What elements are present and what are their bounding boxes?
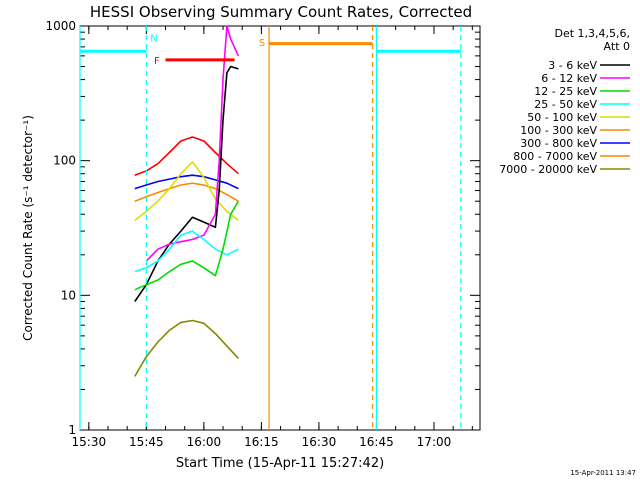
annotation-label: F (154, 56, 160, 67)
y-axis-label: Corrected Count Rate (s⁻¹ detector⁻¹) (21, 115, 35, 341)
series-line-12-25-keV (134, 200, 240, 291)
axis-ticks: 15:30 15:45 16:00 16:15 16:30 16:45 17:00 1 10 10… (45, 19, 480, 449)
legend-label: 50 - 100 keV (527, 111, 597, 124)
plot-area (79, 25, 481, 431)
y-tick-label: 100 (53, 154, 76, 168)
series-line-300-800-keV (134, 174, 239, 190)
x-tick-label: 16:30 (302, 435, 337, 449)
legend-label: 6 - 12 keV (541, 72, 597, 85)
legend-label: 7000 - 20000 keV (499, 163, 597, 176)
legend-label: 12 - 25 keV (534, 85, 597, 98)
chart-title: HESSI Observing Summary Count Rates, Cor… (90, 3, 472, 21)
y-tick-label: 10 (61, 288, 76, 302)
x-tick-label: 16:00 (187, 435, 222, 449)
x-axis-label: Start Time (15-Apr-11 15:27:42) (176, 456, 384, 471)
series-lines (134, 25, 240, 377)
y-tick-label: 1000 (45, 19, 76, 33)
legend-label: 300 - 800 keV (520, 137, 597, 150)
series-line-7000-20000-keV (134, 319, 239, 377)
annotation-label: N (150, 34, 157, 45)
plot-frame (79, 25, 481, 431)
series-line-50-100-keV (134, 161, 239, 222)
x-tick-label: 15:30 (72, 435, 107, 449)
x-tick-label: 16:15 (244, 435, 279, 449)
annotation-label: S (259, 38, 265, 49)
x-tick-label: 15:45 (129, 435, 164, 449)
state-bars: NF S (79, 26, 462, 430)
legend-header-2: Att 0 (604, 40, 630, 53)
y-tick-label: 1 (68, 423, 76, 437)
series-line-25-50-keV (134, 230, 239, 273)
series-line-6-12-keV (145, 25, 240, 262)
timestamp: 15-Apr-2011 13:47 (570, 469, 636, 477)
legend-label: 800 - 7000 keV (513, 150, 597, 163)
legend-label: 25 - 50 keV (534, 98, 597, 111)
series-line-800-7000-keV (134, 182, 239, 202)
x-tick-label: 17:00 (417, 435, 452, 449)
x-tick-label: 16:45 (359, 435, 394, 449)
legend-label: 100 - 300 keV (520, 124, 597, 137)
series-line-100-300-keV (134, 136, 239, 176)
legend-label: 3 - 6 keV (548, 59, 597, 72)
legend-header-1: Det 1,3,4,5,6, (554, 27, 630, 40)
